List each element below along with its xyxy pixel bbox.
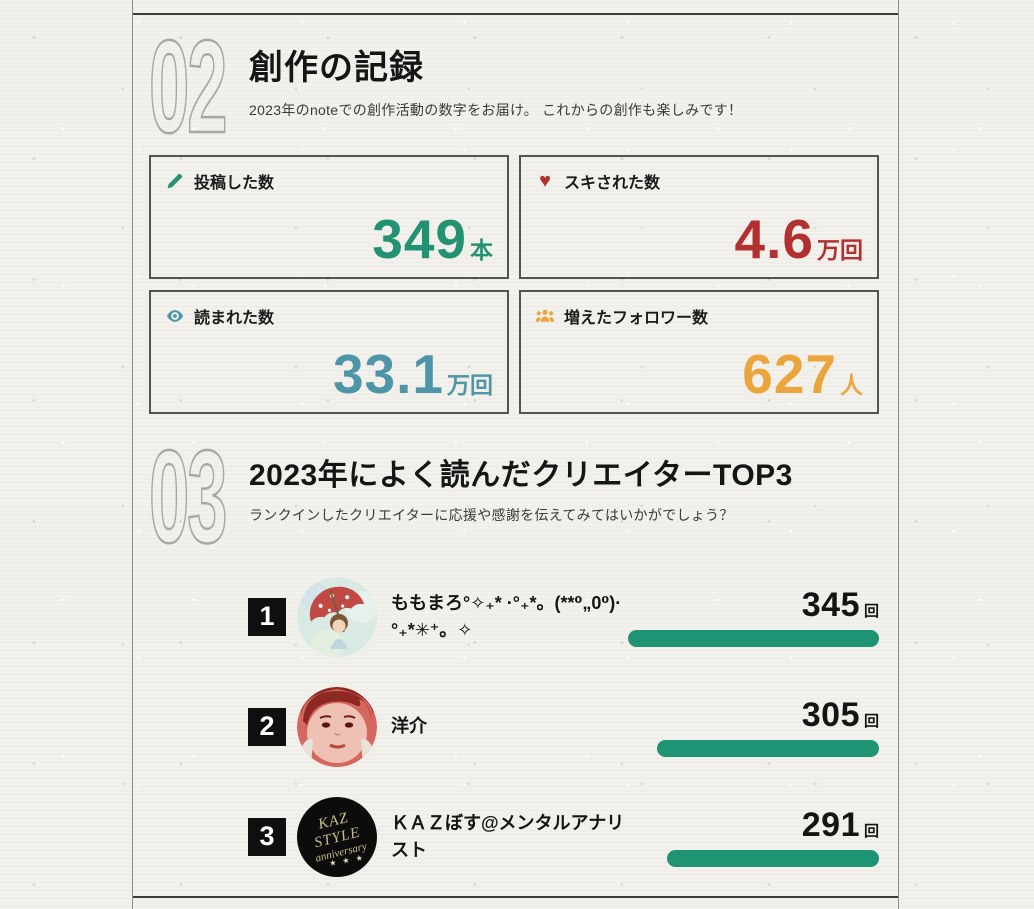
eye-icon — [165, 306, 185, 326]
read-count: 291 — [801, 806, 860, 844]
read-count-unit: 回 — [863, 603, 879, 620]
section-divider-top — [133, 13, 898, 15]
pencil-icon — [165, 171, 185, 191]
rank-badge: 3 — [248, 817, 286, 856]
stat-unit: 万回 — [447, 372, 493, 398]
creator-avatar[interactable] — [297, 576, 377, 657]
stat-unit: 本 — [470, 237, 493, 263]
stat-card-label: 読まれた数 — [194, 310, 275, 327]
ranking-bar — [628, 630, 879, 647]
ranking-bar — [667, 850, 879, 867]
rank-badge: 1 — [248, 597, 286, 636]
ranking-row-1: 1 — [248, 570, 879, 663]
creator-avatar[interactable] — [297, 686, 377, 767]
content-column: 02 創作の記録 2023年のnoteでの創作活動の数字をお届け。 これからの創… — [132, 0, 899, 909]
stats-card-grid: 投稿した数 349 本 ♥ スキされた数 4.6 万回 読まれた数 — [149, 155, 879, 414]
creator-name[interactable]: ももまろ°✧₊* ·°₊*。(**⁰„0⁰)· °₊*✳⁺。✧ — [391, 592, 622, 640]
stat-card-followers: 増えたフォロワー数 627 人 — [519, 290, 879, 414]
stat-card-likes: ♥ スキされた数 4.6 万回 — [519, 155, 879, 279]
stat-card-label: スキされた数 — [564, 175, 661, 192]
stat-unit: 人 — [840, 372, 863, 398]
read-count: 305 — [801, 696, 860, 734]
stat-value: 349 — [372, 208, 467, 270]
stat-value: 627 — [742, 343, 837, 405]
ranking-bar — [657, 740, 879, 757]
creator-name[interactable]: 洋介 — [391, 716, 427, 736]
stat-card-posts: 投稿した数 349 本 — [149, 155, 509, 279]
read-count-unit: 回 — [863, 823, 879, 840]
read-count-unit: 回 — [863, 713, 879, 730]
stat-unit: 万回 — [817, 237, 863, 263]
creator-ranking-list: 1 — [248, 570, 879, 900]
section-creation-header: 02 創作の記録 2023年のnoteでの創作活動の数字をお届け。 これからの創… — [148, 13, 743, 160]
ranking-row-3: 3 KAZ STYLE anniversary ★ ★ ★ ＫＡＺぼす@メンタル… — [248, 790, 879, 883]
section-ranking-title: 2023年によく読んだクリエイターTOP3 — [249, 459, 793, 492]
ranking-row-2: 2 — [248, 680, 879, 773]
section-number-02: 02 — [148, 13, 235, 160]
outlined-number: 02 — [148, 13, 228, 160]
outlined-number: 03 — [148, 423, 228, 570]
stat-value: 33.1 — [332, 343, 444, 405]
read-count: 345 — [801, 586, 860, 624]
section-creation-subtitle: 2023年のnoteでの創作活動の数字をお届け。 これからの創作も楽しみです！ — [249, 102, 743, 118]
stat-value: 4.6 — [734, 208, 814, 270]
rank-badge: 2 — [248, 707, 286, 746]
section-number-03: 03 — [148, 423, 235, 570]
section-divider-bottom — [133, 896, 898, 898]
people-icon — [535, 306, 555, 326]
creator-name[interactable]: ＫＡＺぼす@メンタルアナリスト — [391, 812, 625, 860]
section-ranking-subtitle: ランクインしたクリエイターに応援や感謝を伝えてみてはいかがでしょう？ — [249, 507, 734, 523]
heart-icon: ♥ — [539, 170, 551, 192]
creator-avatar[interactable]: KAZ STYLE anniversary ★ ★ ★ — [297, 796, 377, 877]
stat-card-label: 増えたフォロワー数 — [564, 310, 709, 327]
section-creation-title: 創作の記録 — [249, 49, 424, 87]
stat-card-label: 投稿した数 — [194, 175, 275, 192]
section-ranking-header: 03 2023年によく読んだクリエイターTOP3 ランクインしたクリエイターに応… — [148, 423, 793, 570]
stat-card-reads: 読まれた数 33.1 万回 — [149, 290, 509, 414]
